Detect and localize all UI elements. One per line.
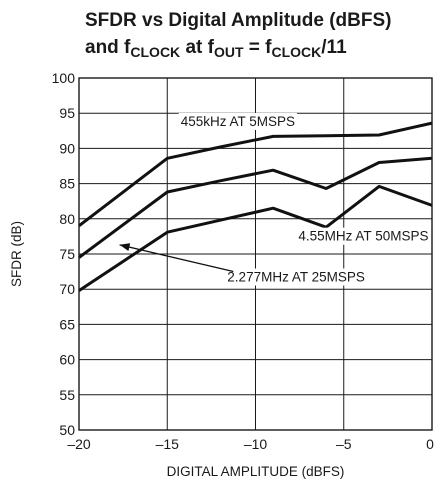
x-tick-labels: –20 –15 –10 –5 0 — [67, 436, 434, 452]
plot-frame — [78, 77, 433, 431]
y-tick-label: 70 — [59, 281, 75, 297]
title-part: OUT — [214, 44, 244, 60]
title-part: SFDR vs Digital Amplitude (dBFS) — [85, 10, 391, 31]
x-tick-label: –5 — [336, 436, 352, 452]
y-tick-label: 90 — [59, 140, 75, 156]
title-part: and f — [85, 37, 131, 58]
x-tick-label: –20 — [67, 436, 91, 452]
chart-title: SFDR vs Digital Amplitude (dBFS) and fCLO… — [85, 10, 391, 60]
annotations: 455kHz AT 5MSPS 4.55MHz AT 50MSPS 2.277MHz… — [119, 112, 431, 286]
y-tick-label: 60 — [59, 352, 75, 368]
y-tick-label: 75 — [59, 246, 75, 262]
series-label-bg — [178, 112, 298, 130]
y-tick-label: 55 — [59, 387, 75, 403]
series-lines — [78, 121, 433, 292]
annotation-arrow-line — [119, 244, 234, 273]
x-tick-label: –15 — [156, 436, 180, 452]
y-tick-label: 80 — [59, 211, 75, 227]
series-label-bg — [296, 227, 431, 245]
x-axis-label: DIGITAL AMPLITUDE (dBFS) — [167, 464, 345, 479]
title-part: CLOCK — [130, 44, 180, 60]
series-label-3: 2.277MHz AT 25MSPS — [227, 270, 365, 285]
y-tick-labels: 50 55 60 65 70 75 80 85 90 95 100 — [52, 70, 76, 438]
title-part: CLOCK — [272, 44, 322, 60]
y-tick-label: 85 — [59, 176, 75, 192]
y-tick-label: 100 — [52, 70, 76, 86]
x-tick-label: –10 — [244, 436, 268, 452]
series-line-2 — [78, 156, 433, 259]
series-label-1: 455kHz AT 5MSPS — [181, 114, 295, 129]
y-tick-label: 95 — [59, 105, 75, 121]
annotation-arrow-head — [119, 243, 131, 251]
series-line-1 — [78, 121, 433, 227]
y-tick-label: 65 — [59, 316, 75, 332]
title-part: at f — [180, 37, 214, 58]
x-tick-label: 0 — [426, 436, 434, 452]
series-line-3 — [78, 184, 433, 292]
series-label-bg — [225, 268, 367, 286]
y-tick-label: 50 — [59, 422, 75, 438]
y-axis-label: SFDR (dB) — [9, 221, 24, 287]
title-part: /11 — [321, 37, 347, 58]
title-part: = f — [244, 37, 273, 58]
series-label-2: 4.55MHz AT 50MSPS — [298, 229, 428, 244]
